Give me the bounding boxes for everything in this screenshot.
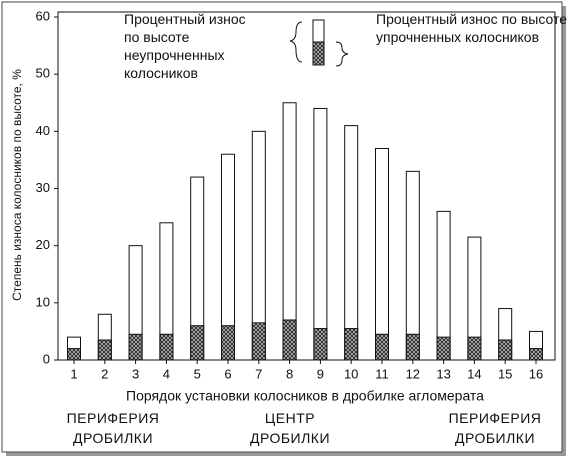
bar: [344, 125, 359, 361]
y-tick-label: 20: [36, 237, 50, 252]
bar-hatched: [405, 333, 420, 361]
x-tick-label: 11: [375, 366, 389, 381]
bar-hatched: [159, 333, 174, 361]
y-tick-label: 30: [36, 180, 50, 195]
bar-hatched: [498, 339, 513, 361]
x-tick-label: 13: [436, 366, 450, 381]
bar-hatched: [251, 322, 266, 361]
x-tick-label: 3: [132, 366, 139, 381]
bar-hatched: [221, 325, 235, 361]
bar-hatched: [344, 328, 359, 361]
x-tick-label: 12: [406, 366, 420, 381]
frame: [1, 1, 563, 453]
bar-hatched: [467, 336, 482, 361]
x-tick-label: 5: [194, 366, 201, 381]
legend-brace: [289, 21, 303, 63]
bar-hatched: [67, 348, 81, 361]
annotation: ПЕРИФЕРИЯ ДРОБИЛКИ: [448, 410, 542, 446]
annotation: ЦЕНТР ДРОБИЛКИ: [249, 410, 331, 446]
y-tick-label: 50: [36, 66, 50, 81]
y-axis-label: Степень износа колосников по высоте, %: [10, 69, 24, 301]
y-tick-label: 60: [36, 8, 50, 23]
bar-hatched: [375, 333, 389, 361]
legend-icon-hatched: [312, 41, 325, 66]
x-tick-label: 8: [286, 366, 293, 381]
bar-hatched: [190, 325, 205, 361]
bar-hatched: [436, 336, 451, 361]
legend-entry: Процентный износ по высоте неупрочненных…: [124, 11, 246, 81]
bar: [405, 170, 420, 361]
plot-frame: [57, 11, 556, 361]
bar-hatched: [128, 333, 143, 361]
x-tick-label: 10: [344, 366, 358, 381]
bar: [375, 147, 389, 361]
x-tick-label: 1: [70, 366, 77, 381]
bar-hatched: [97, 339, 112, 361]
x-tick-label: 15: [498, 366, 512, 381]
x-tick-label: 14: [467, 366, 481, 381]
y-tick-label: 0: [43, 351, 50, 366]
bar: [313, 107, 328, 361]
x-axis-label: Порядок установки колосников в дробилке …: [126, 388, 484, 404]
x-tick-label: 7: [255, 366, 262, 381]
legend-entry: Процентный износ по высоте упрочненных к…: [376, 11, 568, 45]
bar-hatched: [313, 328, 328, 361]
bar-hatched: [282, 319, 297, 361]
x-tick-label: 4: [163, 366, 170, 381]
annotation: ПЕРИФЕРИЯ ДРОБИЛКИ: [66, 410, 160, 446]
y-tick-label: 10: [36, 294, 50, 309]
y-tick-label: 40: [36, 123, 50, 138]
legend-brace: [335, 41, 349, 67]
bar-hatched: [529, 348, 543, 361]
x-tick-label: 9: [317, 366, 324, 381]
x-tick-label: 16: [529, 366, 543, 381]
x-tick-label: 6: [224, 366, 231, 381]
x-tick-label: 2: [101, 366, 108, 381]
